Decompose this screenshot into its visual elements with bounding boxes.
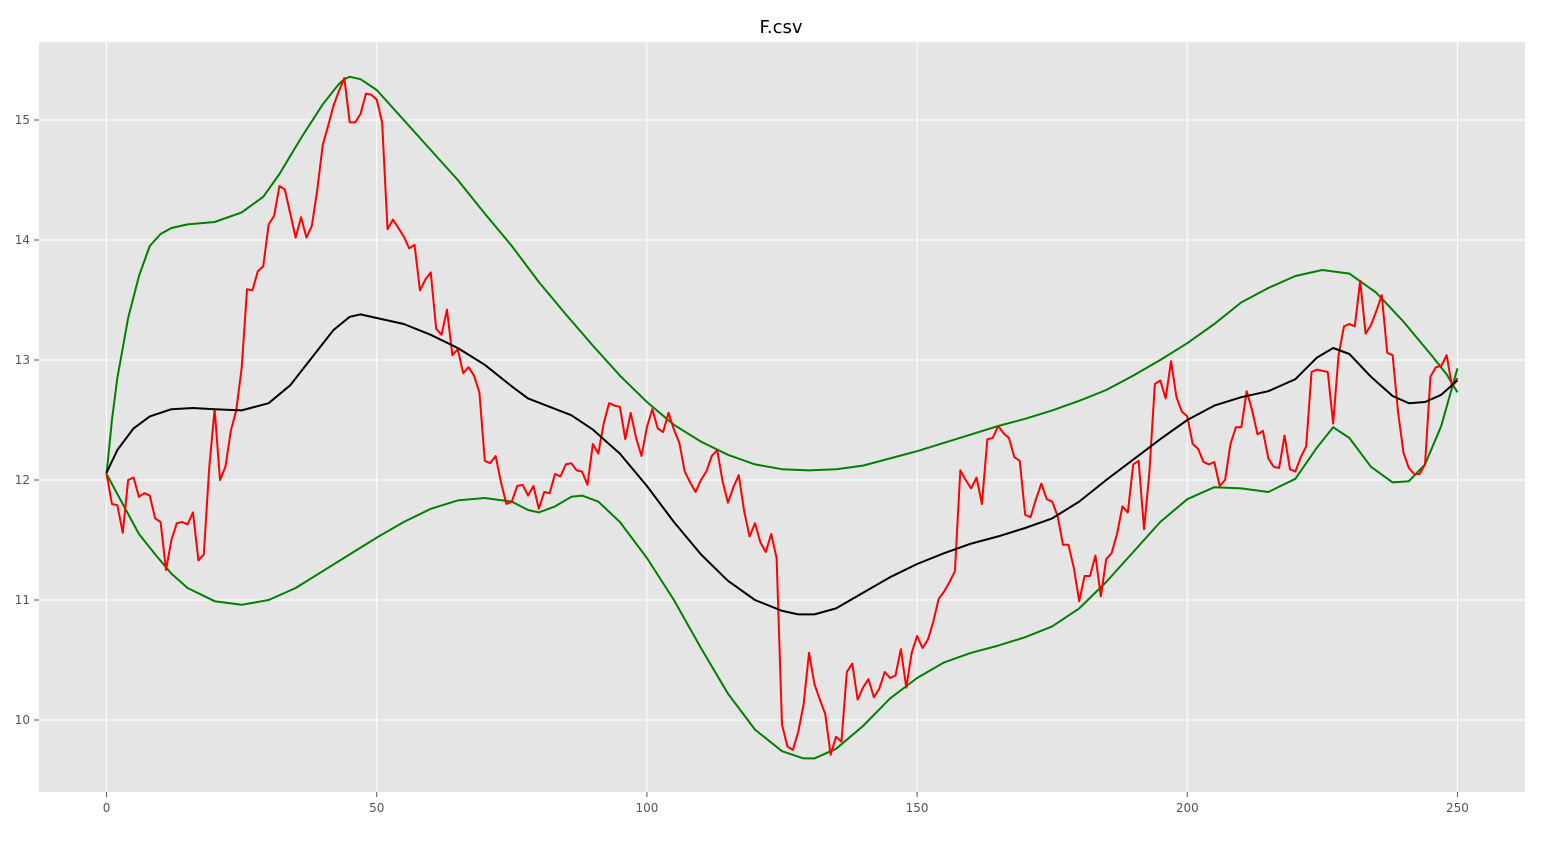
y-tick-label: 10 [15, 713, 30, 727]
x-tick-label: 150 [906, 801, 929, 815]
series-line-0 [105, 77, 1459, 756]
x-axis: 0 50 100 150 200 250 [103, 792, 1469, 815]
y-tick-label: 11 [15, 593, 30, 607]
x-tick-label: 50 [369, 801, 384, 815]
x-tick-label: 200 [1176, 801, 1199, 815]
y-axis: 10 11 12 13 14 15 [15, 113, 39, 727]
x-tick-label: 0 [103, 801, 111, 815]
y-tick-label: 14 [15, 233, 30, 247]
series-line-1 [105, 313, 1459, 616]
y-tick-label: 12 [15, 473, 30, 487]
series-line-2 [105, 75, 1459, 475]
plot-area [39, 42, 1525, 792]
series-layer [105, 75, 1459, 760]
chart-title: F.csv [759, 17, 802, 38]
y-tick-label: 15 [15, 113, 30, 127]
series-line-3 [105, 368, 1459, 760]
x-tick-label: 250 [1446, 801, 1469, 815]
y-tick-label: 13 [15, 353, 30, 367]
x-tick-label: 100 [635, 801, 658, 815]
